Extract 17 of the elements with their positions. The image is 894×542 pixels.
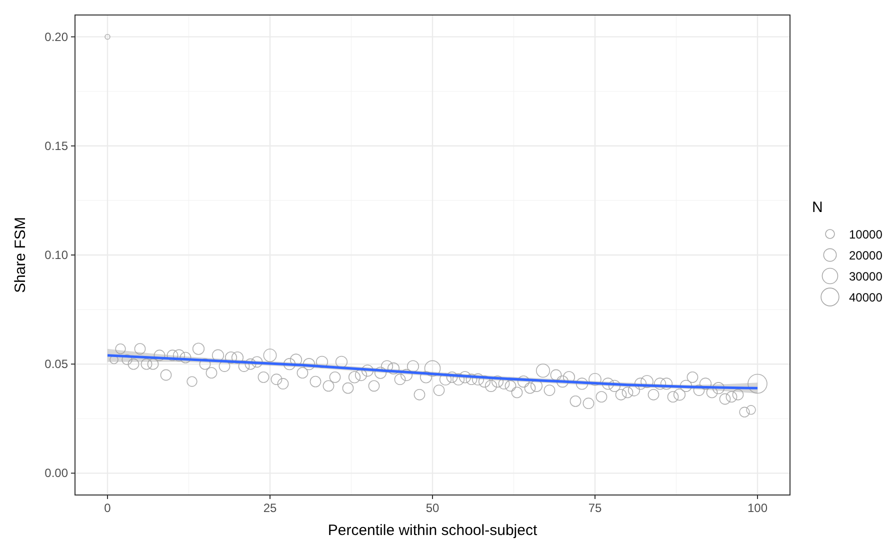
x-axis-title: Percentile within school-subject	[328, 522, 538, 539]
x-tick-label: 50	[426, 501, 440, 515]
x-tick-label: 0	[104, 501, 112, 515]
y-tick-label: 0.20	[44, 30, 68, 44]
x-tick-label: 75	[588, 501, 602, 515]
y-tick-label: 0.10	[44, 248, 68, 262]
y-axis-title: Share FSM	[12, 217, 29, 293]
y-tick-label: 0.15	[44, 138, 68, 153]
legend-label: 40000	[849, 290, 883, 304]
y-tick-label: 0.05	[44, 357, 68, 372]
legend-label: 30000	[849, 270, 883, 284]
x-tick-label: 100	[747, 501, 768, 515]
y-tick-label: 0.00	[44, 466, 68, 480]
legend-label: 10000	[849, 228, 883, 242]
legend-title: N	[812, 199, 823, 216]
x-tick-label: 25	[263, 501, 277, 515]
legend-label: 20000	[849, 248, 883, 262]
